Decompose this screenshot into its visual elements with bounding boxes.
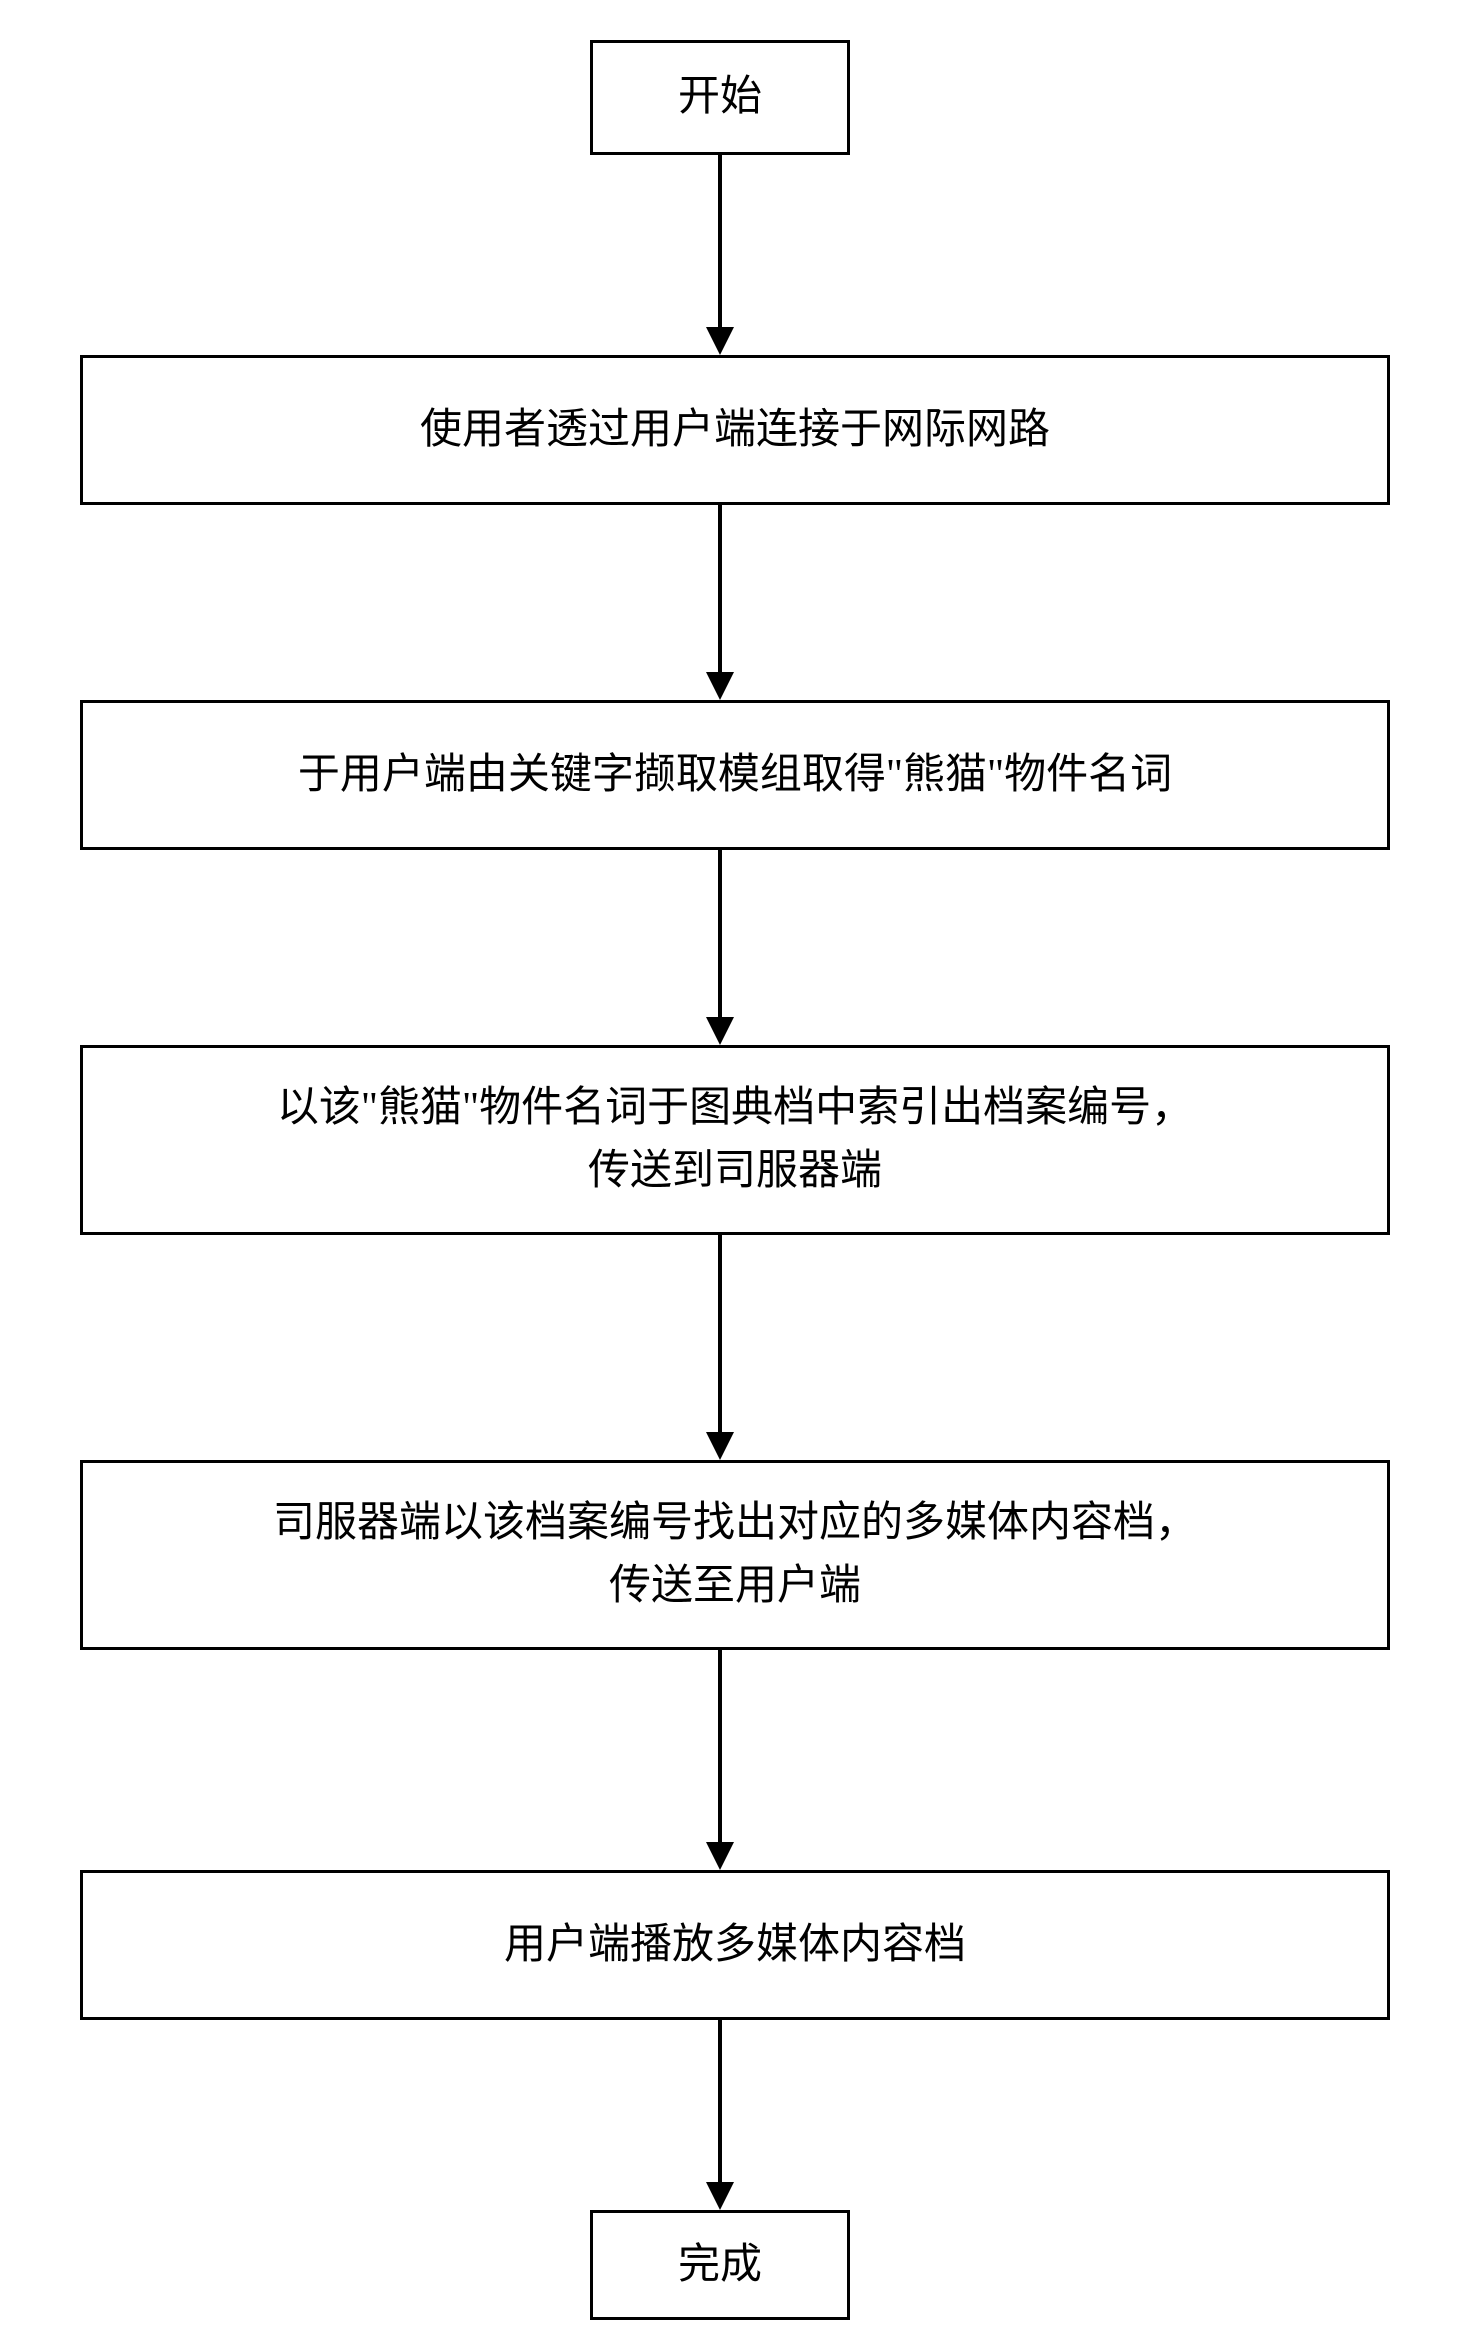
flowchart-container: 开始使用者透过用户端连接于网际网路于用户端由关键字撷取模组取得"熊猫"物件名词以…	[0, 0, 1467, 2335]
node-start: 开始	[590, 40, 850, 155]
node-label-step1: 使用者透过用户端连接于网际网路	[400, 399, 1070, 462]
node-label-step2: 于用户端由关键字撷取模组取得"熊猫"物件名词	[278, 744, 1192, 807]
node-step5: 用户端播放多媒体内容档	[80, 1870, 1390, 2020]
node-step3: 以该"熊猫"物件名词于图典档中索引出档案编号， 传送到司服器端	[80, 1045, 1390, 1235]
arrow-line-5	[718, 2020, 722, 2182]
node-step2: 于用户端由关键字撷取模组取得"熊猫"物件名词	[80, 700, 1390, 850]
node-label-step5: 用户端播放多媒体内容档	[484, 1914, 986, 1977]
node-step1: 使用者透过用户端连接于网际网路	[80, 355, 1390, 505]
arrow-head-4	[706, 1842, 734, 1870]
node-label-start: 开始	[658, 66, 782, 129]
arrow-line-2	[718, 850, 722, 1017]
node-end: 完成	[590, 2210, 850, 2320]
arrow-head-0	[706, 327, 734, 355]
arrow-head-3	[706, 1432, 734, 1460]
node-label-step3: 以该"熊猫"物件名词于图典档中索引出档案编号， 传送到司服器端	[257, 1077, 1213, 1203]
arrow-line-1	[718, 505, 722, 672]
arrow-line-0	[718, 155, 722, 327]
arrow-head-1	[706, 672, 734, 700]
node-label-end: 完成	[658, 2234, 782, 2297]
arrow-line-4	[718, 1650, 722, 1842]
node-label-step4: 司服器端以该档案编号找出对应的多媒体内容档， 传送至用户端	[253, 1492, 1217, 1618]
arrow-head-2	[706, 1017, 734, 1045]
arrow-line-3	[718, 1235, 722, 1432]
arrow-head-5	[706, 2182, 734, 2210]
node-step4: 司服器端以该档案编号找出对应的多媒体内容档， 传送至用户端	[80, 1460, 1390, 1650]
